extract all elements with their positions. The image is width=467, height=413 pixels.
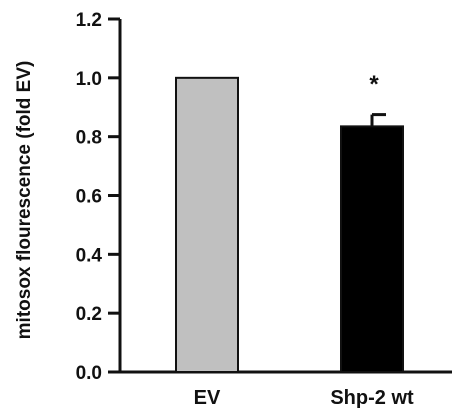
y-tick-label: 0.4 <box>76 245 103 266</box>
y-tick-label: 1.2 <box>76 10 102 31</box>
y-tick-label: 0.0 <box>76 363 102 384</box>
y-axis-title: mitosox flourescence (fold EV) <box>14 61 35 340</box>
plot-area: 0.0 0.2 0.4 0.6 0.8 1.0 1.2 EV * Shp-2 wt <box>76 10 452 409</box>
x-category-label: Shp-2 wt <box>330 387 414 409</box>
x-category-label: EV <box>194 387 221 409</box>
y-tick-label: 0.2 <box>76 304 102 325</box>
y-tick-label: 0.6 <box>76 187 102 208</box>
bar-ev <box>175 76 239 373</box>
bar-shp-2-wt <box>340 125 404 373</box>
significance-marker: * <box>369 71 379 98</box>
y-tick-label: 1.0 <box>76 69 102 90</box>
y-tick-label: 0.8 <box>76 128 102 149</box>
